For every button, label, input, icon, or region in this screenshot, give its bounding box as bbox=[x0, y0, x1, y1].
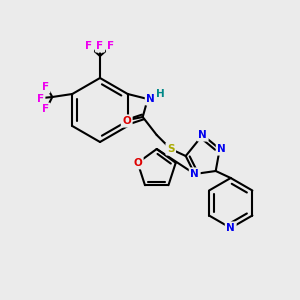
Text: F: F bbox=[85, 41, 93, 51]
Text: O: O bbox=[122, 116, 131, 126]
Text: F: F bbox=[42, 82, 49, 92]
Text: O: O bbox=[133, 158, 142, 168]
Text: F: F bbox=[107, 41, 115, 51]
Text: N: N bbox=[146, 94, 155, 104]
Text: F: F bbox=[37, 94, 44, 104]
Text: N: N bbox=[217, 144, 226, 154]
Text: N: N bbox=[226, 223, 235, 233]
Text: F: F bbox=[96, 41, 103, 51]
Text: S: S bbox=[167, 144, 175, 154]
Text: N: N bbox=[190, 169, 199, 179]
Text: F: F bbox=[42, 104, 49, 114]
Text: N: N bbox=[198, 130, 207, 140]
Text: H: H bbox=[156, 89, 165, 99]
